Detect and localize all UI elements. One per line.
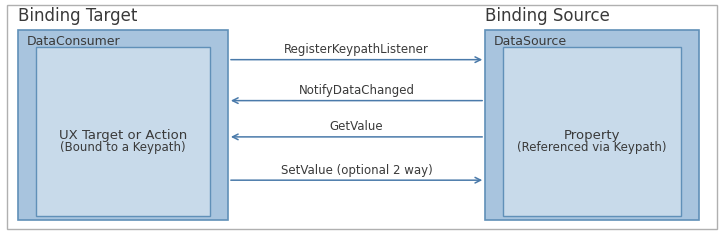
FancyBboxPatch shape: [7, 5, 717, 229]
Text: Binding Target: Binding Target: [18, 7, 138, 25]
Text: (Bound to a Keypath): (Bound to a Keypath): [60, 141, 186, 154]
Text: UX Target or Action: UX Target or Action: [59, 128, 188, 142]
Text: Binding Source: Binding Source: [485, 7, 610, 25]
Text: DataConsumer: DataConsumer: [27, 35, 120, 48]
FancyBboxPatch shape: [36, 47, 210, 216]
FancyBboxPatch shape: [503, 47, 681, 216]
Text: Property: Property: [563, 128, 620, 142]
Text: NotifyDataChanged: NotifyDataChanged: [298, 84, 415, 97]
Text: GetValue: GetValue: [329, 120, 384, 133]
Text: SetValue (optional 2 way): SetValue (optional 2 way): [281, 164, 432, 177]
FancyBboxPatch shape: [485, 30, 699, 220]
Text: RegisterKeypathListener: RegisterKeypathListener: [284, 43, 429, 56]
Text: DataSource: DataSource: [494, 35, 567, 48]
Text: (Referenced via Keypath): (Referenced via Keypath): [517, 141, 667, 154]
FancyBboxPatch shape: [18, 30, 228, 220]
